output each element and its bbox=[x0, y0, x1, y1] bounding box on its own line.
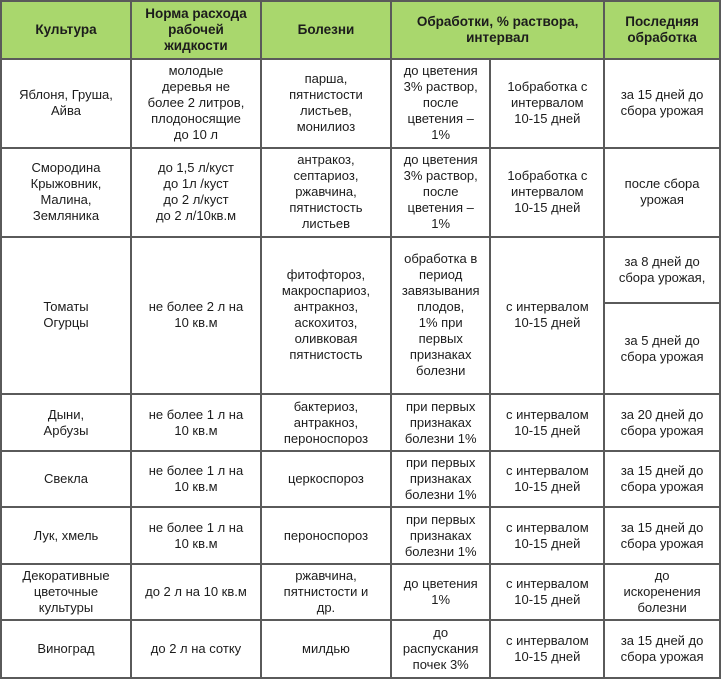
cell-interval: с интервалом 10-15 дней bbox=[491, 451, 604, 507]
cell-rate: до 2 л на 10 кв.м bbox=[131, 564, 260, 620]
cell-solution: до цветения 1% bbox=[391, 564, 490, 620]
cell-last: за 8 дней до сбора урожая, bbox=[605, 237, 719, 303]
cell-diseases: антракоз, септариоз, ржавчина, пятнистос… bbox=[261, 148, 390, 236]
cell-last: за 15 дней до сбора урожая bbox=[605, 621, 719, 677]
table-row: Томаты Огурцы не более 2 л на 10 кв.м фи… bbox=[2, 237, 719, 394]
cell-diseases: фитофтороз, макроспариоз, антракноз, аск… bbox=[261, 237, 390, 394]
cell-solution: до распускания почек 3% bbox=[391, 621, 490, 677]
cell-crop: Лук, хмель bbox=[2, 508, 130, 563]
cell-last: до искоренения болезни bbox=[605, 564, 719, 620]
cell-interval: с интервалом 10-15 дней bbox=[491, 621, 604, 677]
cell-last: за 15 дней до сбора урожая bbox=[605, 508, 719, 563]
cell-rate: молодые деревья не более 2 литров, плодо… bbox=[131, 60, 260, 147]
cell-interval: 1обработка с интервалом 10-15 дней bbox=[491, 148, 604, 236]
cell-solution: при первых признаках болезни 1% bbox=[391, 451, 490, 507]
cell-diseases: бактериоз, антракноз, пероноспороз bbox=[261, 395, 390, 450]
cell-rate: не более 2 л на 10 кв.м bbox=[131, 237, 260, 394]
table-row: за 5 дней до сбора урожая bbox=[2, 304, 719, 394]
cell-crop: Яблоня, Груша, Айва bbox=[2, 60, 130, 147]
table-row: Виноград до 2 л на сотку милдью до распу… bbox=[2, 621, 719, 677]
cell-rate: до 1,5 л/куст до 1л /куст до 2 л/куст до… bbox=[131, 148, 260, 236]
table-row: Дыни, Арбузы не более 1 л на 10 кв.м бак… bbox=[2, 395, 719, 450]
cell-crop: Смородина Крыжовник, Малина, Земляника bbox=[2, 148, 130, 236]
cell-last-secondary: за 5 дней до сбора урожая bbox=[605, 304, 719, 394]
cell-crop: Томаты Огурцы bbox=[2, 237, 130, 394]
cell-last: за 15 дней до сбора урожая bbox=[605, 451, 719, 507]
cell-last: за 15 дней до сбора урожая bbox=[605, 60, 719, 147]
table-row: Декоративные цветочные культуры до 2 л н… bbox=[2, 564, 719, 620]
table-row: Смородина Крыжовник, Малина, Земляника д… bbox=[2, 148, 719, 236]
cell-interval: с интервалом 10-15 дней bbox=[491, 508, 604, 563]
cell-crop: Декоративные цветочные культуры bbox=[2, 564, 130, 620]
header-rate: Норма расхода рабочей жидкости bbox=[131, 2, 260, 58]
cell-last: после сбора урожая bbox=[605, 148, 719, 236]
cell-interval: с интервалом 10-15 дней bbox=[491, 395, 604, 450]
cell-crop: Свекла bbox=[2, 451, 130, 507]
table-row: Лук, хмель не более 1 л на 10 кв.м перон… bbox=[2, 508, 719, 563]
table-row: Свекла не более 1 л на 10 кв.м церкоспор… bbox=[2, 451, 719, 507]
cell-interval: 1обработка с интервалом 10-15 дней bbox=[491, 60, 604, 147]
cell-diseases: церкоспороз bbox=[261, 451, 390, 507]
cell-solution: до цветения 3% раствор, после цветения –… bbox=[391, 148, 490, 236]
header-row: Культура Норма расхода рабочей жидкости … bbox=[2, 2, 719, 58]
cell-rate: не более 1 л на 10 кв.м bbox=[131, 395, 260, 450]
cell-solution: при первых признаках болезни 1% bbox=[391, 395, 490, 450]
cell-crop: Виноград bbox=[2, 621, 130, 677]
cell-solution: обработка в период завязывания плодов, 1… bbox=[391, 237, 490, 394]
cell-last: за 20 дней до сбора урожая bbox=[605, 395, 719, 450]
header-diseases: Болезни bbox=[261, 2, 390, 58]
cell-rate: до 2 л на сотку bbox=[131, 621, 260, 677]
header-last-treatment: Последняя обработка bbox=[605, 2, 719, 58]
table-row: Яблоня, Груша, Айва молодые деревья не б… bbox=[2, 60, 719, 147]
cell-interval: с интервалом 10-15 дней bbox=[491, 564, 604, 620]
header-culture: Культура bbox=[2, 2, 130, 58]
cell-diseases: ржавчина, пятнистости и др. bbox=[261, 564, 390, 620]
cell-rate: не более 1 л на 10 кв.м bbox=[131, 451, 260, 507]
cell-diseases: милдью bbox=[261, 621, 390, 677]
cell-crop: Дыни, Арбузы bbox=[2, 395, 130, 450]
cell-interval: с интервалом 10-15 дней bbox=[491, 237, 604, 394]
header-treatments: Обработки, % раствора, интервал bbox=[391, 2, 604, 58]
cell-rate: не более 1 л на 10 кв.м bbox=[131, 508, 260, 563]
cell-diseases: парша, пятнистости листьев, монилиоз bbox=[261, 60, 390, 147]
cell-solution: при первых признаках болезни 1% bbox=[391, 508, 490, 563]
cell-diseases: пероноспороз bbox=[261, 508, 390, 563]
cell-solution: до цветения 3% раствор, после цветения –… bbox=[391, 60, 490, 147]
